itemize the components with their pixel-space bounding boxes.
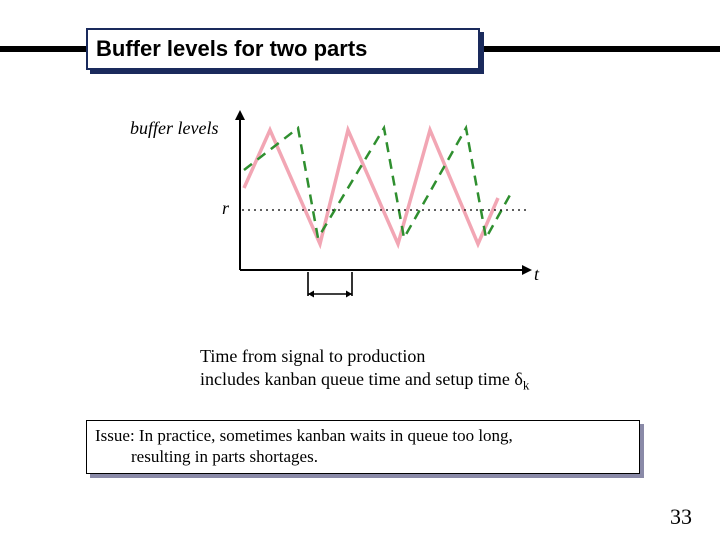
page-number: 33 <box>670 504 692 530</box>
x-axis-label: t <box>534 264 539 285</box>
issue-line-2: resulting in parts shortages. <box>131 446 631 467</box>
title-box: Buffer levels for two parts <box>86 28 480 70</box>
caption: Time from signal to production includes … <box>200 345 529 393</box>
issue-line-1: Issue: In practice, sometimes kanban wai… <box>95 426 513 445</box>
r-level-label: r <box>222 198 229 219</box>
page-title: Buffer levels for two parts <box>96 36 367 62</box>
issue-callout: Issue: In practice, sometimes kanban wai… <box>86 420 646 478</box>
caption-line-2: includes kanban queue time and setup tim… <box>200 368 529 394</box>
caption-line-1: Time from signal to production <box>200 345 529 368</box>
buffer-levels-chart: buffer levels r t <box>130 100 560 310</box>
y-axis-label: buffer levels <box>130 118 218 139</box>
issue-box: Issue: In practice, sometimes kanban wai… <box>86 420 640 474</box>
title-bar: Buffer levels for two parts <box>0 28 720 72</box>
